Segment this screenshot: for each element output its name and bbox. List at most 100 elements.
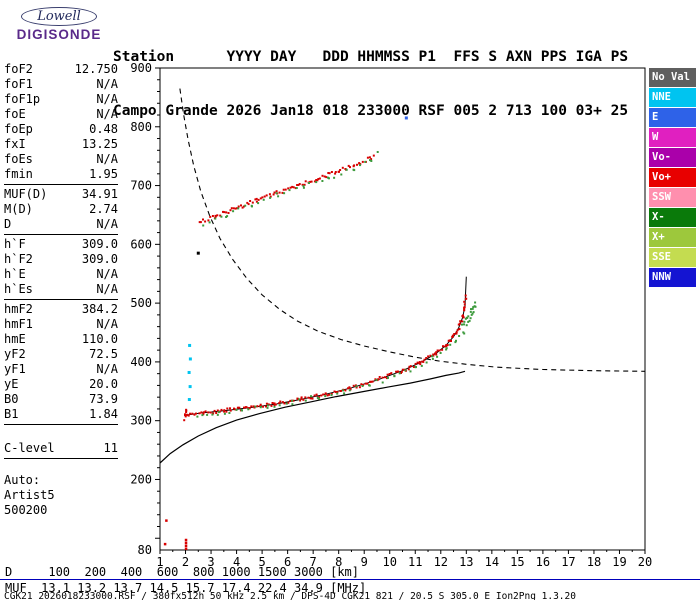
svg-text:18: 18 xyxy=(587,555,601,569)
true-height-profile xyxy=(159,370,466,464)
svg-text:3: 3 xyxy=(207,555,214,569)
station-header-line1: Station YYYY DAY DDD HHMMSS P1 FFS S AXN… xyxy=(113,49,629,65)
param-label: yF2 xyxy=(4,347,26,361)
svg-text:9: 9 xyxy=(361,555,368,569)
legend-chip-noval: No Val xyxy=(649,68,696,87)
param-value: N/A xyxy=(96,267,118,281)
svg-text:7: 7 xyxy=(310,555,317,569)
param-row-hmf1: hmF1 N/A xyxy=(4,317,118,332)
svg-text:500: 500 xyxy=(130,296,152,310)
f-trace-x-mode xyxy=(196,305,477,418)
param-label: h`F2 xyxy=(4,252,33,266)
param-value: N/A xyxy=(96,92,118,106)
f-trace-start xyxy=(183,408,188,422)
param-value: 34.91 xyxy=(81,187,118,201)
svg-text:16: 16 xyxy=(536,555,550,569)
lowell-logo-oval: Lowell xyxy=(21,7,97,26)
param-value: 73.9 xyxy=(89,392,118,406)
station-header: Station YYYY DAY DDD HHMMSS P1 FFS S AXN… xyxy=(113,12,628,156)
legend-chip-nne: NNE xyxy=(649,88,696,107)
lowell-logo-text: Lowell xyxy=(37,9,81,24)
param-value: N/A xyxy=(96,362,118,376)
distance-row: D 100 200 400 600 800 1000 1500 3000 [km… xyxy=(5,565,360,579)
param-value: 110.0 xyxy=(81,332,118,346)
param-row-foe: foE N/A xyxy=(4,107,118,122)
param-label: yE xyxy=(4,377,19,391)
svg-text:300: 300 xyxy=(130,414,152,428)
param-row-foes: foEs N/A xyxy=(4,152,118,167)
param-value: N/A xyxy=(96,107,118,121)
svg-text:900: 900 xyxy=(130,61,152,75)
param-group: MUF(D) 34.91 M(D) 2.74 D N/A xyxy=(4,187,118,235)
f-trace-x-mode-cusp xyxy=(461,301,477,326)
second-hop-o-mode xyxy=(198,154,375,224)
param-label: fxI xyxy=(4,137,26,151)
svg-text:19: 19 xyxy=(612,555,626,569)
param-row-hf2: h`F2 309.0 xyxy=(4,252,118,267)
param-value: N/A xyxy=(96,217,118,231)
svg-text:5: 5 xyxy=(258,555,265,569)
plot-frame xyxy=(159,67,646,551)
param-row-b0: B0 73.9 xyxy=(4,392,118,407)
param-label: Artist5 xyxy=(4,488,55,502)
param-label: foF1 xyxy=(4,77,33,91)
param-row-fof1: foF1 N/A xyxy=(4,77,118,92)
param-value: 384.2 xyxy=(81,302,118,316)
param-group: h`F 309.0 h`F2 309.0 h`E N/A h`Es N/A xyxy=(4,237,118,300)
param-value: 20.0 xyxy=(89,377,118,391)
param-row-fmin: fmin 1.95 xyxy=(4,167,118,182)
param-label: foF2 xyxy=(4,62,33,76)
svg-text:13: 13 xyxy=(459,555,473,569)
svg-text:11: 11 xyxy=(408,555,422,569)
param-group: foF2 12.750 foF1 N/A foF1p N/A foE N/A foEp 0.48 f… xyxy=(4,62,118,185)
svg-text:800: 800 xyxy=(130,120,152,134)
svg-text:700: 700 xyxy=(130,179,152,193)
param-value: 2.74 xyxy=(89,202,118,216)
black-stray-dot xyxy=(196,251,200,255)
svg-text:20: 20 xyxy=(638,555,652,569)
legend-chip-x-: X- xyxy=(649,208,696,227)
param-row-500200: 500200 xyxy=(4,503,118,518)
legend-chip-x+: X+ xyxy=(649,228,696,247)
y-axis-ticks: 900 800 700 600 500 400 300 200 80 xyxy=(130,61,160,557)
svg-text:10: 10 xyxy=(383,555,397,569)
svg-text:2: 2 xyxy=(182,555,189,569)
param-value: 11 xyxy=(103,441,118,455)
param-group: Auto: Artist5 500200 xyxy=(4,473,118,518)
svg-text:80: 80 xyxy=(138,543,152,557)
param-label: B1 xyxy=(4,407,19,421)
param-value: 309.0 xyxy=(81,237,118,251)
param-value: 309.0 xyxy=(81,252,118,266)
param-row-hf: h`F 309.0 xyxy=(4,237,118,252)
muf3000-transmission-curve xyxy=(179,88,646,372)
param-label: D xyxy=(4,217,12,231)
svg-text:17: 17 xyxy=(561,555,575,569)
param-row-d: D N/A xyxy=(4,217,118,232)
doppler-direction-legend: No Val NNE E W Vo- Vo+ SSW X- X+ SSE NNW xyxy=(649,68,696,288)
file-info-footer: CGK21_2026018233000.RSF / 380fx512h 50 k… xyxy=(4,591,576,600)
legend-chip-vo-: Vo- xyxy=(649,148,696,167)
param-label: fmin xyxy=(4,167,33,181)
svg-text:400: 400 xyxy=(130,355,152,369)
param-row-fxi: fxI 13.25 xyxy=(4,137,118,152)
svg-text:15: 15 xyxy=(510,555,524,569)
svg-text:600: 600 xyxy=(130,237,152,251)
param-value: 72.5 xyxy=(89,347,118,361)
legend-chip-vo+: Vo+ xyxy=(649,168,696,187)
param-value: 13.25 xyxy=(81,137,118,151)
param-row-ye: yE 20.0 xyxy=(4,377,118,392)
legend-chip-ssw: SSW xyxy=(649,188,696,207)
param-value: 1.95 xyxy=(89,167,118,181)
svg-text:1: 1 xyxy=(156,555,163,569)
param-row-fof1p: foF1p N/A xyxy=(4,92,118,107)
param-row-yf1: yF1 N/A xyxy=(4,362,118,377)
param-label: Auto: xyxy=(4,473,41,487)
fmin-marks xyxy=(163,519,188,551)
param-label: h`E xyxy=(4,267,26,281)
param-row-hme: hmE 110.0 xyxy=(4,332,118,347)
lowell-digisonde-logo: Lowell DIGISONDE xyxy=(6,5,112,42)
param-row-clevel: C-level 11 xyxy=(4,441,118,456)
param-value: N/A xyxy=(96,317,118,331)
artist-fitted-trace xyxy=(184,276,467,416)
